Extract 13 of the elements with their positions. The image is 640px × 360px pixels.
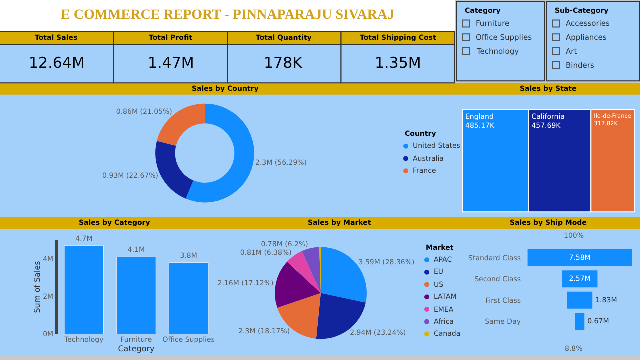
y-axis-title: Sum of Sales xyxy=(32,261,42,314)
text: 178K xyxy=(264,54,304,72)
bar xyxy=(168,262,209,334)
text: 12.64M xyxy=(29,54,85,72)
pie-slice xyxy=(275,262,321,308)
x-axis-title: Category xyxy=(118,344,156,354)
pie-slice xyxy=(302,247,321,294)
text: E COMMERCE REPORT - PINNAPARAJU SIVARAJ xyxy=(61,8,395,23)
text: 1.35M xyxy=(375,54,422,72)
bar xyxy=(116,256,156,334)
bar xyxy=(64,246,104,334)
donut-slice xyxy=(186,104,254,203)
text: 1.47M xyxy=(148,54,194,72)
